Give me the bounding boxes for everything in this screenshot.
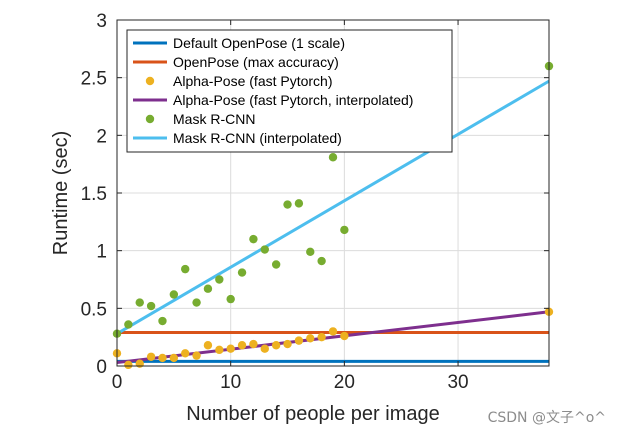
y-tick-label: 0 bbox=[96, 357, 107, 378]
point-alpha-pose-fast-pytorch bbox=[192, 351, 201, 360]
point-mask-r-cnn bbox=[124, 320, 133, 329]
point-alpha-pose-fast-pytorch bbox=[237, 341, 247, 350]
series-line-mask-r-cnn-interpolated bbox=[116, 79, 550, 336]
point-alpha-pose-fast-pytorch bbox=[306, 334, 315, 343]
point-mask-r-cnn bbox=[249, 234, 258, 244]
point-alpha-pose-fast-pytorch bbox=[158, 353, 167, 363]
series-points bbox=[112, 61, 554, 370]
point-alpha-pose-fast-pytorch bbox=[124, 360, 133, 370]
point-mask-r-cnn bbox=[271, 260, 281, 269]
point-alpha-pose-fast-pytorch bbox=[146, 352, 156, 361]
legend-label: OpenPose (max accuracy) bbox=[173, 54, 339, 70]
point-alpha-pose-fast-pytorch bbox=[181, 349, 190, 358]
y-tick-label: 3 bbox=[96, 11, 107, 32]
point-mask-r-cnn bbox=[328, 153, 338, 162]
point-alpha-pose-fast-pytorch bbox=[340, 331, 349, 341]
point-mask-r-cnn bbox=[226, 294, 235, 304]
point-alpha-pose-fast-pytorch bbox=[203, 341, 213, 350]
point-mask-r-cnn bbox=[294, 199, 304, 208]
point-mask-r-cnn bbox=[306, 247, 315, 257]
x-axis-title: Number of people per image bbox=[186, 403, 439, 425]
y-tick-label: 1.5 bbox=[81, 184, 107, 205]
x-tick-label: 20 bbox=[334, 372, 355, 393]
point-mask-r-cnn bbox=[192, 298, 201, 307]
point-alpha-pose-fast-pytorch bbox=[294, 336, 304, 345]
point-mask-r-cnn bbox=[203, 284, 213, 293]
point-alpha-pose-fast-pytorch bbox=[271, 341, 281, 350]
point-mask-r-cnn bbox=[158, 316, 167, 326]
legend-label: Alpha-Pose (fast Pytorch) bbox=[173, 73, 333, 89]
legend-label: Mask R-CNN (interpolated) bbox=[173, 130, 342, 146]
y-tick-label: 2.5 bbox=[81, 69, 107, 90]
point-mask-r-cnn bbox=[135, 298, 144, 307]
point-alpha-pose-fast-pytorch bbox=[260, 344, 269, 353]
y-tick-label: 2 bbox=[96, 126, 107, 147]
point-mask-r-cnn bbox=[340, 225, 349, 235]
point-alpha-pose-fast-pytorch bbox=[283, 339, 292, 349]
point-mask-r-cnn bbox=[181, 264, 190, 274]
legend-label: Mask R-CNN bbox=[173, 111, 255, 127]
x-tick-label: 30 bbox=[447, 372, 468, 393]
legend-label: Alpha-Pose (fast Pytorch, interpolated) bbox=[173, 92, 413, 108]
point-alpha-pose-fast-pytorch bbox=[317, 332, 326, 342]
legend: Default OpenPose (1 scale) OpenPose (max … bbox=[126, 29, 453, 153]
x-tick-label: 10 bbox=[220, 372, 241, 393]
point-mask-r-cnn bbox=[237, 268, 247, 277]
axis-ticks: 0 10 20 30 0 0.5 1 1.5 2 2.5 3 bbox=[81, 11, 549, 393]
point-mask-r-cnn bbox=[260, 245, 269, 254]
point-mask-r-cnn bbox=[283, 200, 292, 209]
legend-swatch-alpha-pose-fast-pytorch bbox=[145, 76, 155, 86]
point-alpha-pose-fast-pytorch bbox=[226, 344, 235, 353]
legend-swatch-mask-r-cnn bbox=[145, 114, 155, 124]
y-tick-label: 0.5 bbox=[81, 299, 107, 320]
point-alpha-pose-fast-pytorch bbox=[328, 327, 338, 336]
y-tick-label: 1 bbox=[96, 242, 107, 263]
point-mask-r-cnn bbox=[317, 256, 326, 266]
point-alpha-pose-fast-pytorch bbox=[249, 339, 258, 349]
point-alpha-pose-fast-pytorch bbox=[215, 345, 224, 355]
legend-box bbox=[126, 29, 453, 153]
point-alpha-pose-fast-pytorch bbox=[169, 353, 179, 363]
x-tick-label: 0 bbox=[112, 372, 123, 393]
point-alpha-pose-fast-pytorch bbox=[135, 359, 144, 368]
point-mask-r-cnn bbox=[169, 290, 179, 299]
point-mask-r-cnn bbox=[146, 301, 156, 311]
legend-label: Default OpenPose (1 scale) bbox=[173, 35, 345, 51]
y-axis-title: Runtime (sec) bbox=[50, 131, 72, 255]
watermark: CSDN @文子^o^ bbox=[488, 410, 606, 426]
point-mask-r-cnn bbox=[215, 275, 224, 284]
